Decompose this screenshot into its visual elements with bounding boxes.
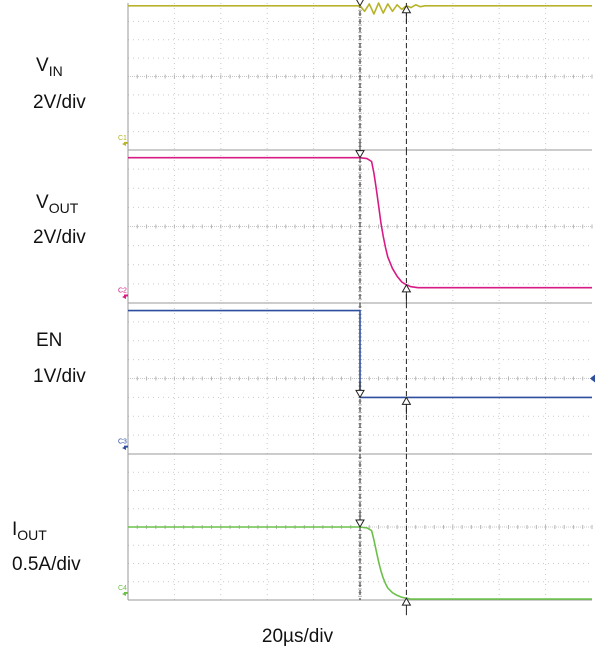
cursor-marker — [356, 0, 364, 7]
vout-label: VOUT — [36, 192, 79, 216]
timebase-label: 20µs/div — [261, 626, 334, 647]
trace-c3 — [128, 309, 592, 399]
cursor-marker — [355, 519, 365, 529]
cursor-marker — [401, 396, 412, 405]
ground-marker — [122, 295, 126, 299]
channel-tag: C1 — [118, 135, 127, 142]
en-label: EN — [36, 330, 63, 351]
channel-tag: C2 — [118, 287, 127, 294]
cursor-marker — [355, 389, 365, 399]
iout-scale-label: 0.5A/div — [12, 554, 81, 575]
cursor-marker — [355, 150, 365, 159]
channel-tag: C4 — [118, 585, 127, 592]
vin-scale-label: 2V/div — [33, 92, 86, 113]
ground-marker — [122, 142, 126, 146]
trace-c1 — [128, 2, 592, 15]
trace-c4 — [128, 526, 592, 600]
vin-label: VIN — [36, 55, 63, 79]
vout-scale-label: 2V/div — [33, 227, 86, 248]
channel-tag: C3 — [118, 439, 127, 446]
trigger-level-marker — [590, 374, 595, 383]
ground-marker — [122, 592, 126, 596]
trace-c2 — [128, 156, 592, 289]
iout-label: IOUT — [12, 519, 47, 543]
en-scale-label: 1V/div — [33, 366, 86, 387]
ground-marker — [122, 446, 126, 450]
